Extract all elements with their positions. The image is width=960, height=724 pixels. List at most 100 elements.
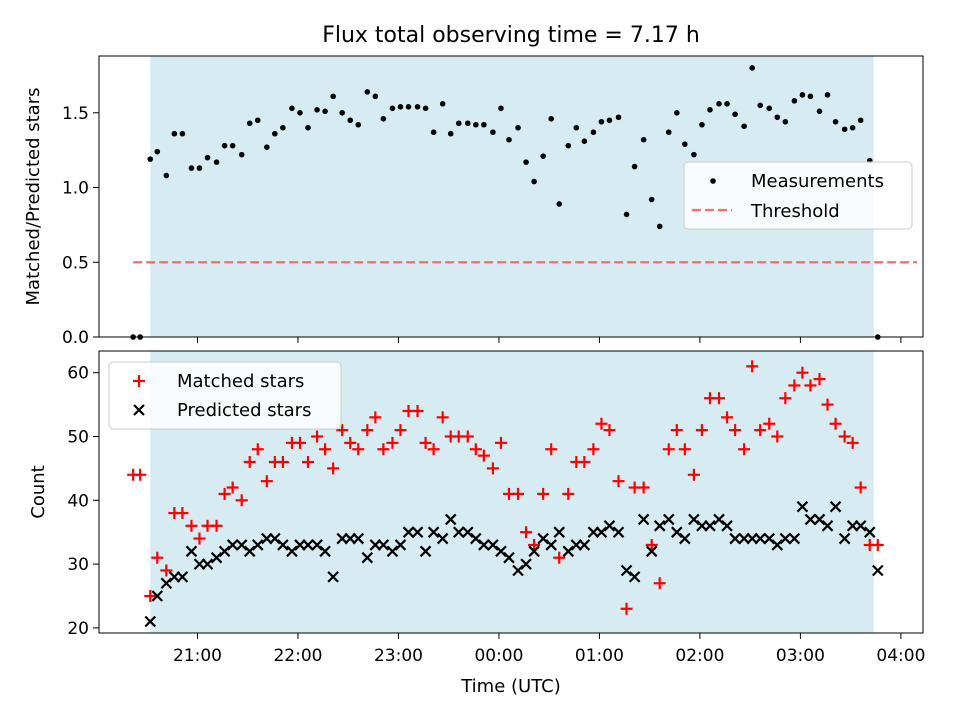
predicted-star-point — [671, 526, 683, 538]
matched-star-point — [612, 475, 625, 488]
measurement-point — [422, 105, 429, 112]
measurement-point — [372, 93, 379, 100]
matched-star-point — [779, 392, 792, 405]
x-tick-label: 01:00 — [575, 646, 624, 666]
measurement-point — [481, 121, 487, 128]
predicted-star-point — [788, 532, 801, 545]
predicted-star-point — [838, 532, 851, 545]
predicted-star-point — [537, 532, 549, 545]
bottom-legend: Matched stars Predicted stars — [108, 361, 342, 430]
measurement-point — [196, 165, 203, 171]
measurement-point — [380, 115, 387, 122]
measurement-point — [573, 124, 580, 131]
predicted-star-point — [144, 615, 157, 628]
predicted-star-point — [377, 539, 390, 551]
top-legend: Measurements Threshold — [683, 161, 913, 230]
predicted-star-point — [779, 532, 792, 545]
measurement-point — [414, 104, 421, 110]
matched-star-point — [369, 411, 382, 424]
matched-stars-series — [127, 360, 884, 615]
predicted-star-point — [821, 520, 834, 532]
predicted-star-point — [478, 539, 490, 551]
predicted-star-point — [796, 500, 809, 513]
predicted-star-point — [402, 526, 415, 538]
measurement-point — [782, 118, 789, 125]
measurement-point — [682, 141, 688, 147]
measurement-point — [314, 107, 320, 113]
matched-star-point — [813, 373, 826, 386]
measurement-point — [455, 120, 462, 127]
matched-star-point — [595, 417, 608, 430]
matched-star-point — [678, 443, 691, 456]
predicted-star-point — [754, 532, 766, 545]
matched-star-point — [553, 551, 566, 564]
matched-star-point — [344, 436, 357, 449]
predicted-star-point — [829, 500, 842, 513]
top-legend-box — [683, 161, 913, 230]
matched-star-point — [377, 443, 390, 456]
matched-star-point — [361, 424, 374, 437]
matched-star-point — [713, 392, 726, 405]
y-tick-label: 30 — [67, 555, 89, 575]
measurement-point — [490, 129, 496, 136]
matched-star-point — [603, 424, 616, 437]
predicted-star-point — [235, 539, 248, 551]
measurement-point — [229, 142, 236, 149]
y-tick-label: 0.0 — [62, 328, 89, 348]
matched-star-point — [620, 602, 633, 615]
matched-star-point — [537, 487, 550, 500]
matched-star-point — [645, 538, 658, 551]
predicted-star-point — [327, 571, 339, 583]
matched-star-point — [754, 424, 767, 437]
measurement-point — [631, 163, 638, 170]
matched-star-point — [469, 443, 482, 456]
predicted-star-point — [394, 539, 407, 551]
matched-star-point — [235, 494, 248, 507]
predicted-star-point — [620, 564, 633, 577]
measurement-point — [648, 196, 655, 203]
measurement-point — [238, 151, 245, 158]
matched-star-point — [226, 481, 239, 494]
top-panel: 0.0 0.5 1.0 1.5 Matched/Predicted stars Mea… — [23, 55, 924, 348]
predicted-star-point — [277, 539, 289, 551]
measurement-point — [766, 105, 773, 112]
matched-star-point — [528, 538, 541, 551]
measurement-point — [824, 92, 831, 98]
predicted-star-point — [462, 526, 474, 538]
measurement-point — [623, 211, 630, 218]
x-axis-label: Time (UTC) — [460, 676, 561, 697]
matched-star-point — [134, 468, 147, 481]
predicted-star-point — [520, 558, 532, 570]
matched-star-point — [512, 487, 525, 500]
legend-label-measurements: Measurements — [751, 171, 884, 192]
predicted-star-point — [487, 539, 499, 551]
measurement-point — [556, 201, 563, 207]
predicted-star-point — [653, 520, 666, 532]
measurement-point — [757, 102, 764, 109]
measurement-point — [841, 126, 848, 133]
measurement-point — [188, 165, 195, 171]
predicted-star-point — [286, 545, 298, 558]
predicted-star-point — [427, 526, 440, 538]
legend-label-threshold: Threshold — [750, 201, 840, 222]
top-x-ticks — [196, 337, 902, 343]
matched-star-point — [486, 462, 499, 475]
bottom-x-ticks: 21:00 22:00 23:00 00:00 01:00 02:00 03:00 04:00 — [173, 633, 925, 666]
matched-star-point — [771, 430, 784, 443]
measurement-point — [364, 89, 371, 95]
matched-star-point — [838, 430, 851, 443]
predicted-star-point — [804, 513, 817, 526]
predicted-star-point — [628, 571, 641, 583]
x-tick-label: 00:00 — [474, 646, 523, 666]
measurement-point — [598, 118, 605, 125]
matched-star-point — [311, 430, 324, 443]
measurement-point — [171, 130, 178, 137]
measurement-point — [540, 153, 546, 159]
predicted-star-point — [201, 558, 214, 570]
measurement-point — [581, 138, 588, 144]
matched-star-point — [545, 443, 558, 456]
measurement-point — [741, 123, 747, 130]
matched-star-point — [302, 456, 315, 469]
measurement-point — [832, 118, 839, 125]
